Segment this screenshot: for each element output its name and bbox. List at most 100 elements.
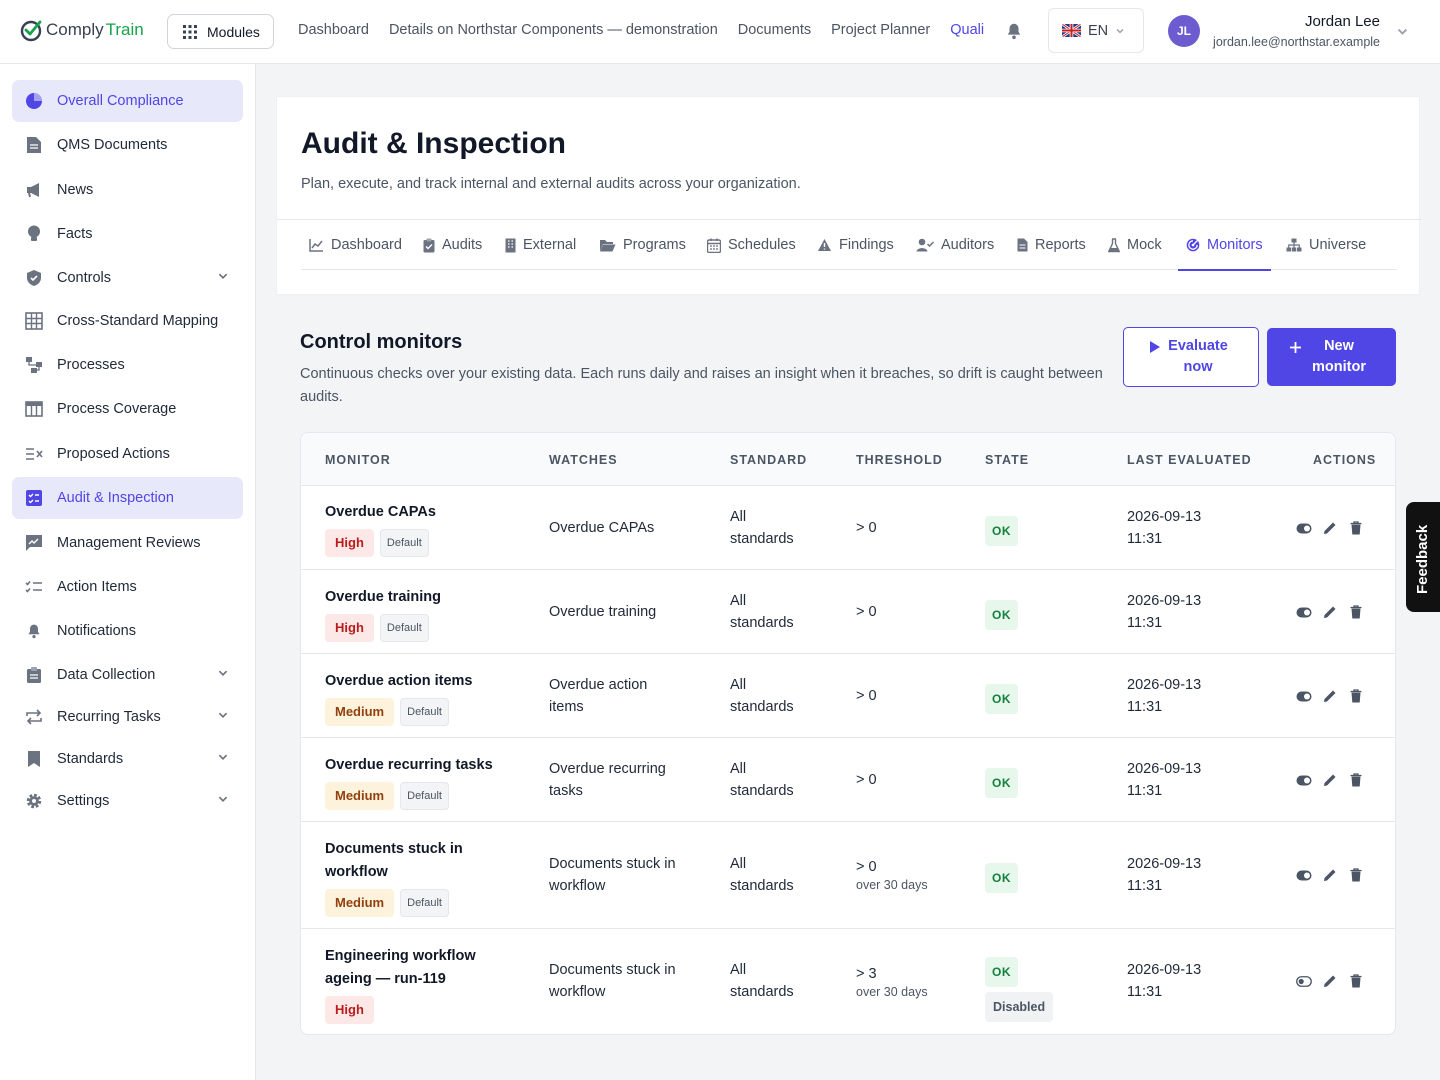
watches-cell: Overdue action items	[549, 677, 648, 715]
feedback-tab[interactable]: Feedback	[1406, 502, 1440, 612]
sidebar-item-recurring-tasks[interactable]: Recurring Tasks	[12, 696, 243, 738]
toggle-icon[interactable]	[1296, 604, 1312, 620]
tab-audits[interactable]: Audits	[423, 220, 482, 270]
monitor-name[interactable]: Documents stuck in workflow	[325, 841, 463, 880]
toggle-icon[interactable]	[1296, 520, 1312, 536]
sidebar-item-facts[interactable]: Facts	[12, 213, 243, 255]
column-header-threshold[interactable]: THRESHOLD	[856, 453, 943, 467]
table-row[interactable]: Engineering workflow ageing — run-119 Hi…	[301, 929, 1395, 1034]
trash-icon[interactable]	[1348, 688, 1364, 704]
tab-findings[interactable]: Findings	[817, 220, 894, 270]
monitor-name[interactable]: Overdue recurring tasks	[325, 757, 493, 773]
modules-button[interactable]: Modules	[167, 14, 274, 49]
tab-mock[interactable]: Mock	[1108, 220, 1162, 270]
sidebar-label: News	[57, 182, 94, 198]
edit-pencil-icon[interactable]	[1322, 688, 1338, 704]
process-flow-icon	[24, 356, 43, 375]
topnav-project-planner[interactable]: Project Planner	[831, 22, 931, 38]
table-row[interactable]: Overdue CAPAs High Default Overdue CAPAs …	[301, 486, 1395, 570]
threshold-cell: > 3 over 30 days	[856, 963, 928, 999]
user-menu-chevron-icon[interactable]	[1396, 25, 1409, 38]
column-header-standard[interactable]: STANDARD	[730, 453, 808, 467]
chevron-down-icon	[218, 754, 228, 760]
last-evaluated-cell: 2026-09-13 11:31	[1127, 593, 1202, 631]
sidebar-item-processes[interactable]: Processes	[12, 344, 243, 386]
trash-icon[interactable]	[1348, 867, 1364, 883]
edit-pencil-icon[interactable]	[1322, 520, 1338, 536]
monitor-name[interactable]: Overdue action items	[325, 673, 473, 689]
edit-pencil-icon[interactable]	[1322, 604, 1338, 620]
page-header: Audit & Inspection Plan, execute, and tr…	[276, 96, 1421, 295]
edit-pencil-icon[interactable]	[1322, 867, 1338, 883]
topnav-documents[interactable]: Documents	[737, 22, 812, 38]
trash-icon[interactable]	[1348, 973, 1364, 989]
user-avatar[interactable]: JL	[1168, 15, 1200, 47]
sidebar-item-settings[interactable]: Settings	[12, 780, 243, 822]
new-monitor-button[interactable]: New monitor	[1267, 328, 1396, 386]
tab-reports[interactable]: Reports	[1017, 220, 1086, 270]
table-row[interactable]: Documents stuck in workflow Medium Defaul…	[301, 822, 1395, 929]
toggle-off-icon[interactable]	[1296, 973, 1312, 989]
watches-cell: Overdue recurring tasks	[549, 761, 666, 799]
sidebar-item-audit-inspection[interactable]: Audit & Inspection	[12, 477, 243, 519]
tab-universe[interactable]: Universe	[1286, 220, 1366, 270]
edit-pencil-icon[interactable]	[1322, 772, 1338, 788]
sidebar-item-data-collection[interactable]: Data Collection	[12, 654, 243, 696]
severity-badge: High	[325, 614, 374, 642]
tab-schedules[interactable]: Schedules	[707, 220, 796, 270]
edit-pencil-icon[interactable]	[1322, 973, 1338, 989]
row-actions	[1296, 604, 1364, 620]
threshold-value: > 0	[856, 859, 877, 875]
sidebar-item-proposed-actions[interactable]: Proposed Actions	[12, 433, 243, 475]
tab-external[interactable]: External	[505, 220, 576, 270]
column-header-state[interactable]: STATE	[985, 453, 1030, 467]
table-row[interactable]: Overdue action items Medium Default Overd…	[301, 654, 1395, 738]
sidebar-item-qms-documents[interactable]: QMS Documents	[12, 124, 243, 166]
column-header-watches[interactable]: WATCHES	[549, 453, 618, 467]
section-title: Control monitors	[300, 331, 463, 353]
threshold-value: > 0	[856, 772, 877, 788]
state-badge: OK	[985, 600, 1018, 630]
user-name[interactable]: Jordan Lee	[1304, 13, 1380, 30]
trash-icon[interactable]	[1348, 772, 1364, 788]
toggle-icon[interactable]	[1296, 688, 1312, 704]
tab-dashboard[interactable]: Dashboard	[309, 220, 402, 270]
column-header-last-evaluated[interactable]: LAST EVALUATED	[1127, 453, 1252, 467]
sidebar-label: Controls	[57, 270, 111, 286]
sidebar-item-cross-standard-mapping[interactable]: Cross-Standard Mapping	[12, 300, 243, 342]
monitors-table: MONITOR WATCHES STANDARD THRESHOLD STATE…	[300, 432, 1396, 1035]
monitor-cell: Engineering workflow ageing — run-119 Hi…	[325, 945, 500, 1024]
monitor-name[interactable]: Overdue training	[325, 589, 442, 605]
watches-cell: Overdue training	[549, 604, 657, 620]
sidebar-item-news[interactable]: News	[12, 169, 243, 211]
sidebar-item-controls[interactable]: Controls	[12, 257, 243, 299]
tab-auditors[interactable]: Auditors	[916, 220, 994, 270]
trash-icon[interactable]	[1348, 604, 1364, 620]
toggle-icon[interactable]	[1296, 772, 1312, 788]
sidebar-item-overall-compliance[interactable]: Overall Compliance	[12, 80, 243, 122]
topnav-details[interactable]: Details on Northstar Components — demons…	[388, 22, 718, 38]
language-selector[interactable]: EN	[1048, 8, 1144, 53]
topnav-dashboard[interactable]: Dashboard	[298, 22, 369, 38]
evaluate-now-button[interactable]: Evaluate now	[1123, 327, 1259, 387]
trash-icon[interactable]	[1348, 520, 1364, 536]
topnav-quali[interactable]: Quali	[950, 22, 985, 38]
monitor-cell: Documents stuck in workflow Medium Defaul…	[325, 838, 495, 917]
column-header-monitor[interactable]: MONITOR	[325, 453, 391, 467]
sidebar-item-process-coverage[interactable]: Process Coverage	[12, 388, 243, 430]
tab-monitors[interactable]: Monitors	[1178, 220, 1271, 271]
sidebar-item-notifications[interactable]: Notifications	[12, 610, 243, 652]
monitor-name[interactable]: Engineering workflow ageing — run-119	[325, 948, 476, 987]
toggle-icon[interactable]	[1296, 867, 1312, 883]
bell-icon[interactable]	[1005, 22, 1023, 40]
new-monitor-label: New monitor	[1312, 338, 1366, 375]
monitor-name[interactable]: Overdue CAPAs	[325, 504, 436, 520]
table-row[interactable]: Overdue recurring tasks Medium Default Ov…	[301, 738, 1395, 822]
sidebar-item-standards[interactable]: Standards	[12, 738, 243, 780]
app-logo[interactable]: Comply Train	[20, 18, 144, 42]
sidebar-item-management-reviews[interactable]: Management Reviews	[12, 522, 243, 564]
lightbulb-icon	[24, 225, 43, 244]
sidebar-item-action-items[interactable]: Action Items	[12, 566, 243, 608]
table-row[interactable]: Overdue training High Default Overdue tra…	[301, 570, 1395, 654]
tab-programs[interactable]: Programs	[599, 220, 686, 270]
